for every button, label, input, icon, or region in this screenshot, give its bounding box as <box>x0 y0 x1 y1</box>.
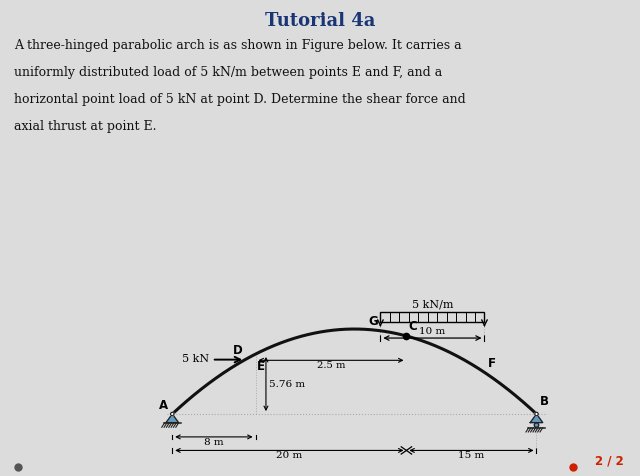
Text: uniformly distributed load of 5 kN/m between points E and F, and a: uniformly distributed load of 5 kN/m bet… <box>14 66 442 79</box>
Text: 15 m: 15 m <box>458 451 484 460</box>
Circle shape <box>171 412 174 416</box>
Bar <box>380 312 484 322</box>
Text: 5 kN/m: 5 kN/m <box>412 299 453 309</box>
Text: A three-hinged parabolic arch is as shown in Figure below. It carries a: A three-hinged parabolic arch is as show… <box>14 39 461 52</box>
Polygon shape <box>166 414 179 423</box>
Text: 5 kN: 5 kN <box>182 354 209 364</box>
Circle shape <box>535 412 538 416</box>
Text: 10 m: 10 m <box>419 327 445 336</box>
Text: 2.5 m: 2.5 m <box>317 361 345 370</box>
Text: 20 m: 20 m <box>276 451 303 460</box>
Circle shape <box>534 423 539 427</box>
Text: G: G <box>369 315 378 328</box>
Text: C: C <box>408 320 417 333</box>
Text: 2 / 2: 2 / 2 <box>595 455 624 467</box>
Text: 8 m: 8 m <box>204 438 224 447</box>
Text: A: A <box>159 399 168 412</box>
Text: E: E <box>257 360 265 373</box>
Text: Tutorial 4a: Tutorial 4a <box>265 12 375 30</box>
Text: horizontal point load of 5 kN at point D. Determine the shear force and: horizontal point load of 5 kN at point D… <box>14 93 466 106</box>
Text: axial thrust at point E.: axial thrust at point E. <box>14 120 157 133</box>
Text: D: D <box>233 344 243 357</box>
Text: F: F <box>488 357 496 370</box>
Text: 5.76 m: 5.76 m <box>269 379 305 388</box>
Polygon shape <box>531 414 543 423</box>
Text: B: B <box>540 395 549 408</box>
